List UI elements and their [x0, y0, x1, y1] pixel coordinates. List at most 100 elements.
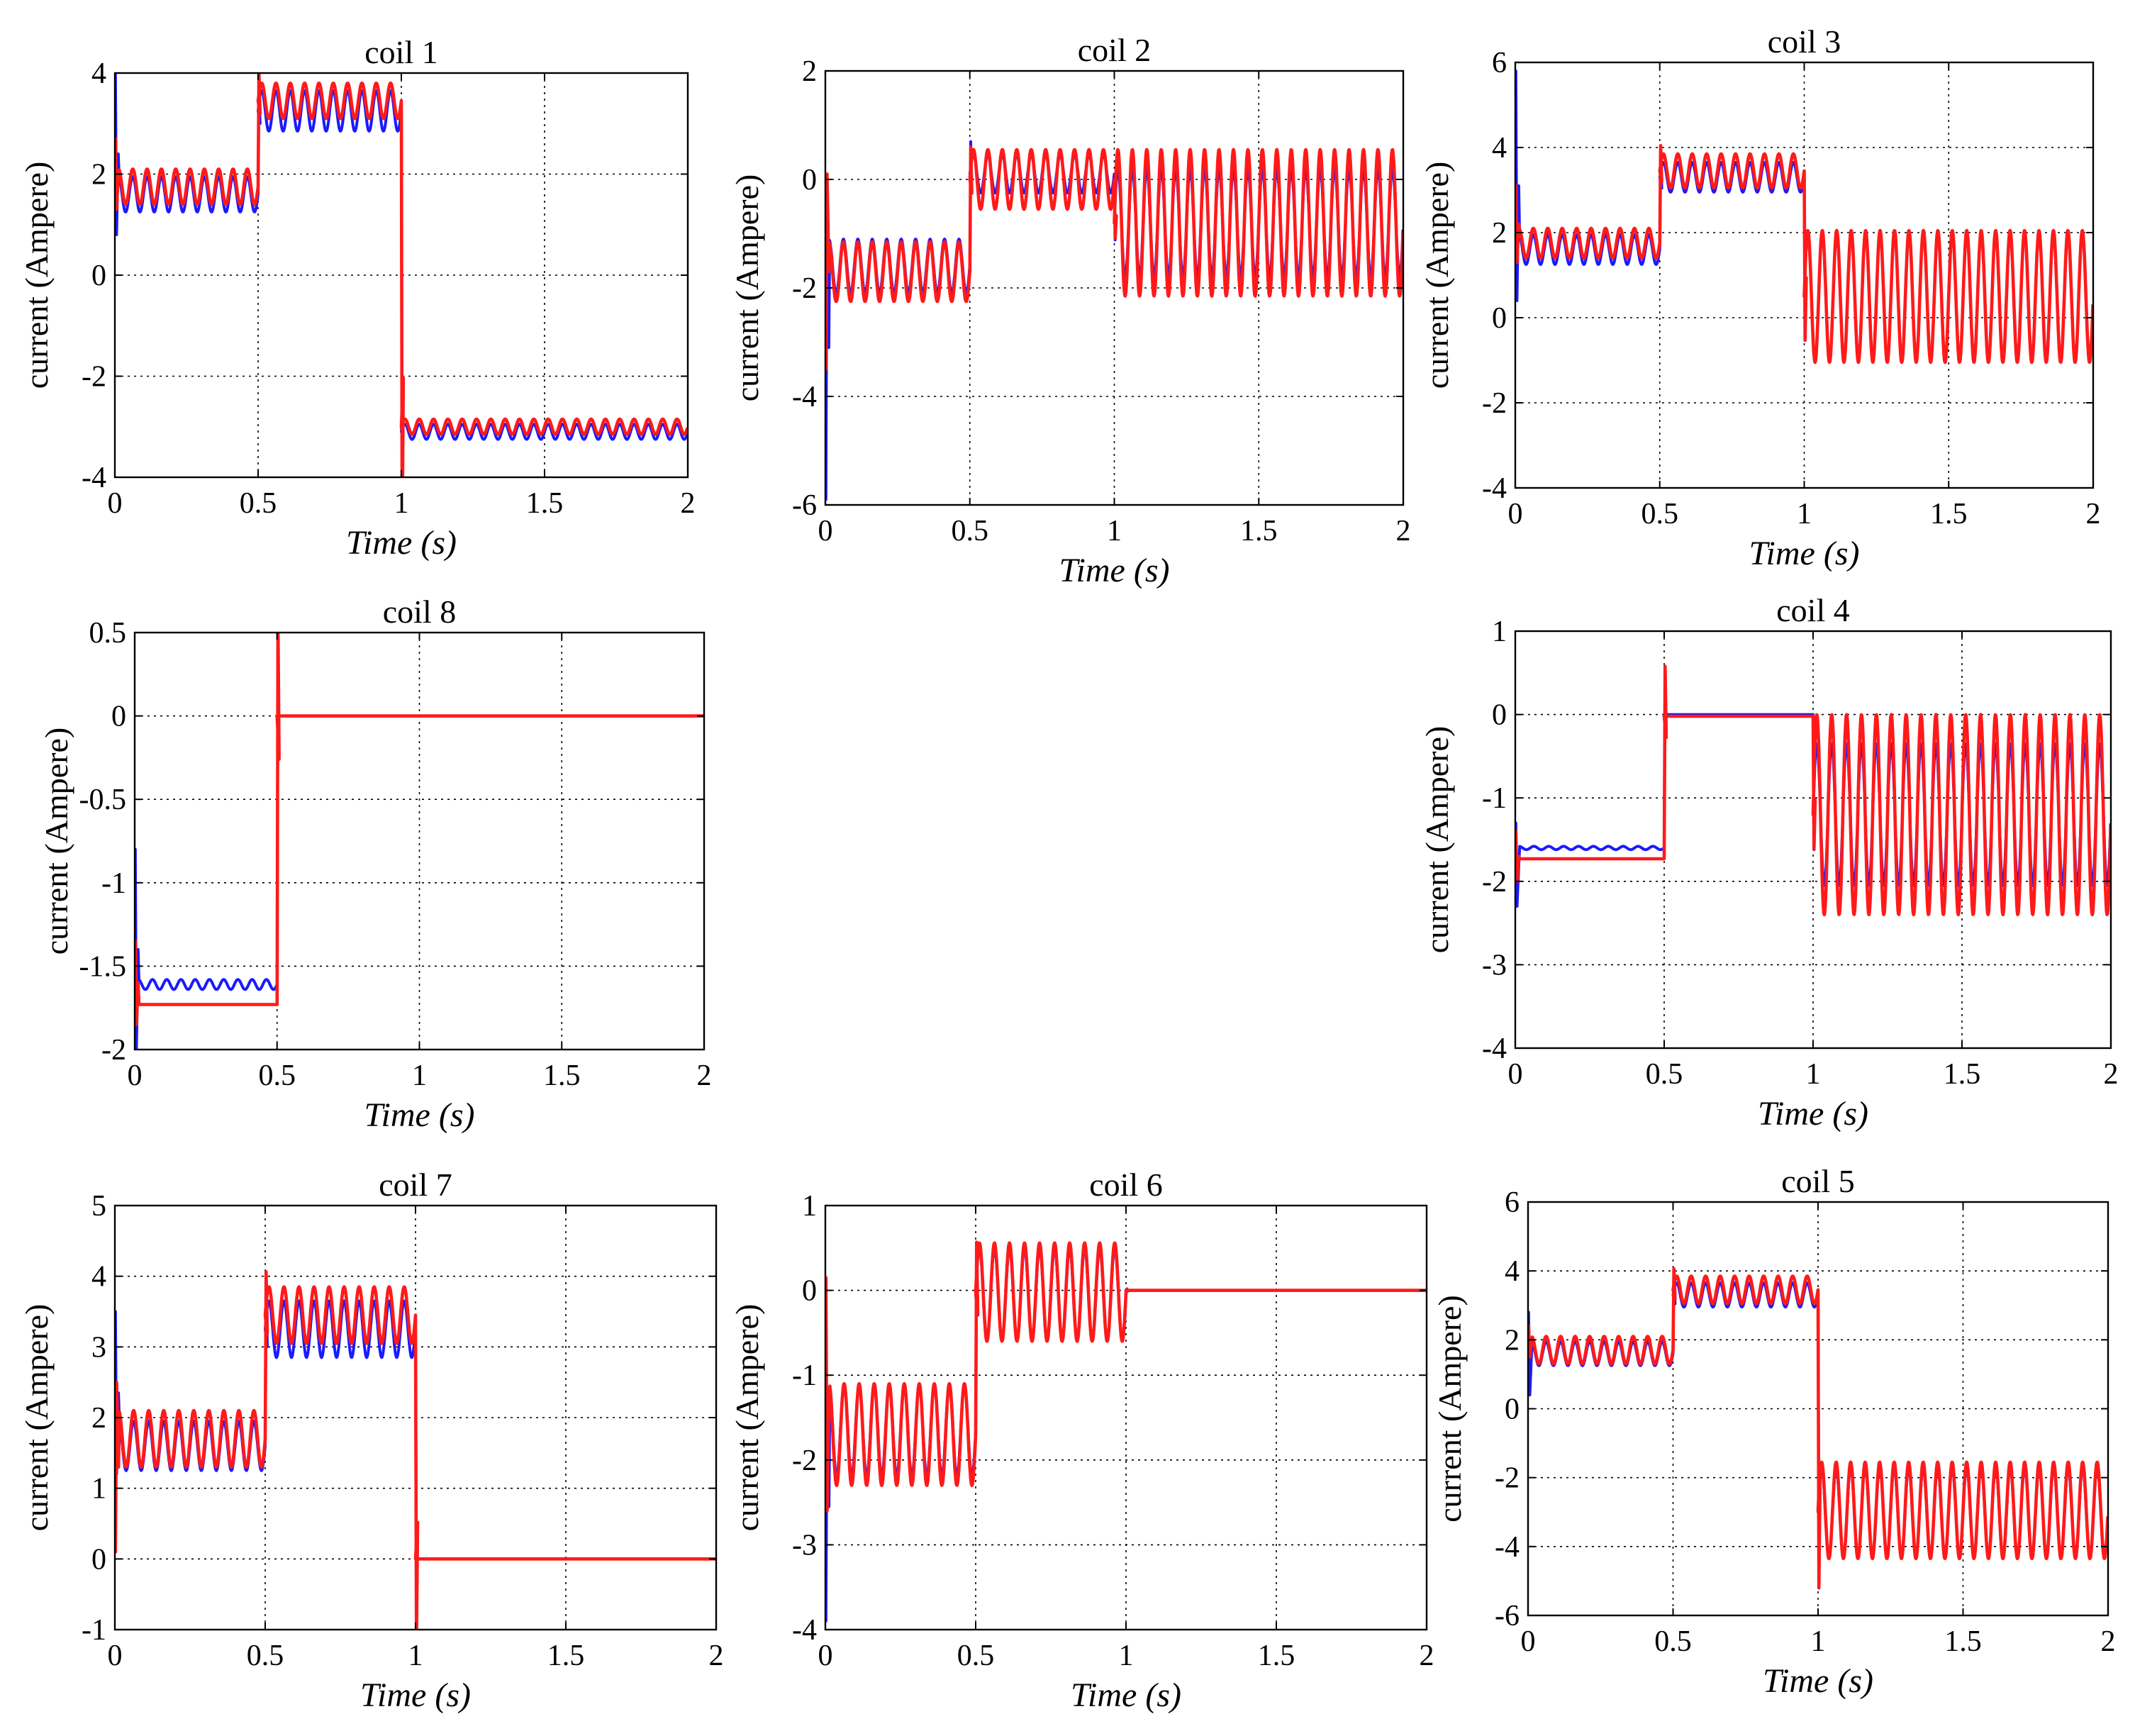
y-tick-label: 0: [1505, 1393, 1520, 1426]
chart-title: coil 1: [364, 34, 437, 70]
coil5-chart: 0 0.5 1 1.5 2 -6 -4 -2 0 2 4 6 coil 5 current (Ampere…: [1432, 1163, 2116, 1700]
x-tick-label: 1: [1797, 498, 1812, 530]
x-axis-label: Time (s): [1059, 552, 1169, 589]
x-axis-label: Time (s): [1749, 535, 1859, 572]
y-tick-label: 2: [802, 55, 817, 88]
x-axis-label: Time (s): [360, 1676, 471, 1714]
x-tick-label: 0.5: [259, 1059, 296, 1092]
x-axis-label: Time (s): [1071, 1676, 1181, 1714]
y-tick-label: -1: [101, 867, 126, 900]
coil6-actual-series: [825, 1240, 1427, 1513]
y-axis-label: current (Ampere): [729, 174, 765, 402]
x-tick-label: 1: [408, 1640, 423, 1672]
y-tick-label: 5: [91, 1190, 106, 1223]
x-tick-label: 0: [1508, 498, 1523, 530]
coil3-actual-series: [1515, 144, 2093, 365]
x-tick-label: 0.5: [957, 1640, 995, 1672]
chart-title: coil 6: [1089, 1167, 1162, 1203]
x-tick-label: 1: [394, 487, 409, 520]
x-tick-label: 1.5: [1240, 515, 1278, 547]
coil3-chart: 0 0.5 1 1.5 2 -4 -2 0 2 4 6 coil 3 current (Ampere) T…: [1419, 23, 2101, 572]
chart-title: coil 5: [1781, 1163, 1854, 1199]
y-tick-label: -1: [792, 1359, 817, 1392]
x-tick-label: 2: [2104, 1058, 2119, 1091]
x-tick-label: 1.5: [526, 487, 564, 520]
y-tick-label: -6: [1495, 1600, 1520, 1632]
y-axis-label: current (Ampere): [1419, 726, 1455, 954]
x-tick-label: 1: [1806, 1058, 1821, 1091]
x-tick-label: 2: [709, 1640, 724, 1672]
y-tick-label: 1: [1492, 616, 1507, 648]
y-tick-label: -4: [1482, 1033, 1507, 1065]
x-tick-label: 2: [1420, 1640, 1434, 1672]
y-tick-label: -4: [792, 381, 817, 413]
x-tick-label: 0.5: [247, 1640, 284, 1672]
coil7-actual-series: [115, 1270, 716, 1630]
x-tick-label: 2: [1396, 515, 1411, 547]
y-tick-label: -2: [1495, 1462, 1520, 1495]
y-tick-label: 0: [802, 1275, 817, 1308]
x-tick-label: 0.5: [952, 515, 989, 547]
y-tick-label: -6: [792, 489, 817, 522]
y-tick-label: 1: [802, 1190, 817, 1223]
y-tick-label: 4: [1505, 1255, 1520, 1288]
y-tick-label: 2: [91, 1402, 106, 1435]
x-tick-label: 0: [818, 1640, 833, 1672]
x-axis-label: Time (s): [364, 1096, 474, 1134]
x-tick-label: 2: [2086, 498, 2101, 530]
coil1-chart: 0 0.5 1 1.5 2 -4 -2 0 2 4 coil 1 current (Ampere) Ti…: [18, 34, 696, 562]
y-tick-label: -2: [792, 1445, 817, 1477]
x-axis-label: Time (s): [346, 524, 457, 562]
coil4-actual-series: [1515, 664, 2111, 917]
x-tick-label: 1: [1119, 1640, 1134, 1672]
x-tick-label: 1: [412, 1059, 427, 1092]
y-tick-label: 2: [1492, 217, 1507, 250]
chart-title: coil 8: [383, 594, 456, 630]
y-tick-label: -4: [82, 462, 106, 494]
y-tick-label: -2: [792, 272, 817, 305]
x-axis-label: Time (s): [1758, 1095, 1868, 1133]
x-tick-label: 0.5: [1654, 1625, 1692, 1658]
x-axis-label: Time (s): [1763, 1662, 1873, 1700]
chart-title: coil 7: [379, 1167, 452, 1203]
y-tick-label: 0.5: [89, 617, 127, 650]
y-tick-label: 1: [91, 1473, 106, 1506]
y-axis-label: current (Ampere): [18, 162, 55, 389]
x-tick-label: 2: [2101, 1625, 2116, 1658]
x-tick-label: 1.5: [1930, 498, 1968, 530]
y-tick-label: 0: [1492, 302, 1507, 335]
y-axis-label: current (Ampere): [729, 1304, 765, 1532]
y-tick-label: -1: [82, 1614, 106, 1647]
y-tick-label: 0: [802, 164, 817, 196]
x-tick-label: 1.5: [1944, 1625, 1982, 1658]
y-tick-label: -1: [1482, 782, 1507, 815]
y-axis-label: current (Ampere): [1419, 162, 1455, 389]
x-tick-label: 0: [1508, 1058, 1523, 1091]
y-tick-label: -2: [82, 361, 106, 394]
y-tick-label: 2: [1505, 1324, 1520, 1357]
x-tick-label: 1: [1107, 515, 1122, 547]
y-tick-label: 6: [1492, 47, 1507, 79]
y-tick-label: -4: [792, 1614, 817, 1647]
coil8-chart: 0 0.5 1 1.5 2 -2 -1.5 -1 -0.5 0 0.5 coil 8 current (…: [38, 594, 712, 1134]
x-tick-label: 1.5: [547, 1640, 585, 1672]
y-axis-label: current (Ampere): [18, 1304, 55, 1532]
y-tick-label: 4: [1492, 132, 1507, 165]
coil6-chart: 0 0.5 1 1.5 2 -4 -3 -2 -1 0 1 coil 6 current (Ampere…: [729, 1167, 1434, 1714]
y-tick-label: 0: [91, 260, 106, 292]
x-tick-label: 0: [1521, 1625, 1536, 1658]
y-axis-label: current (Ampere): [38, 728, 74, 955]
y-tick-label: -1.5: [79, 950, 127, 983]
y-tick-label: -0.5: [79, 784, 127, 816]
y-tick-label: 2: [91, 159, 106, 191]
y-tick-label: -4: [1482, 472, 1507, 505]
chart-title: coil 4: [1776, 592, 1849, 628]
y-tick-label: 4: [91, 57, 106, 90]
coil2-chart: 0 0.5 1 1.5 2 -6 -4 -2 0 2 coil 2 current (Ampere) T…: [729, 32, 1411, 589]
chart-title: coil 3: [1768, 23, 1841, 60]
y-tick-label: 0: [1492, 699, 1507, 732]
x-tick-label: 0.5: [1641, 498, 1679, 530]
y-tick-label: -2: [1482, 866, 1507, 898]
coil1-actual-series: [115, 73, 688, 477]
